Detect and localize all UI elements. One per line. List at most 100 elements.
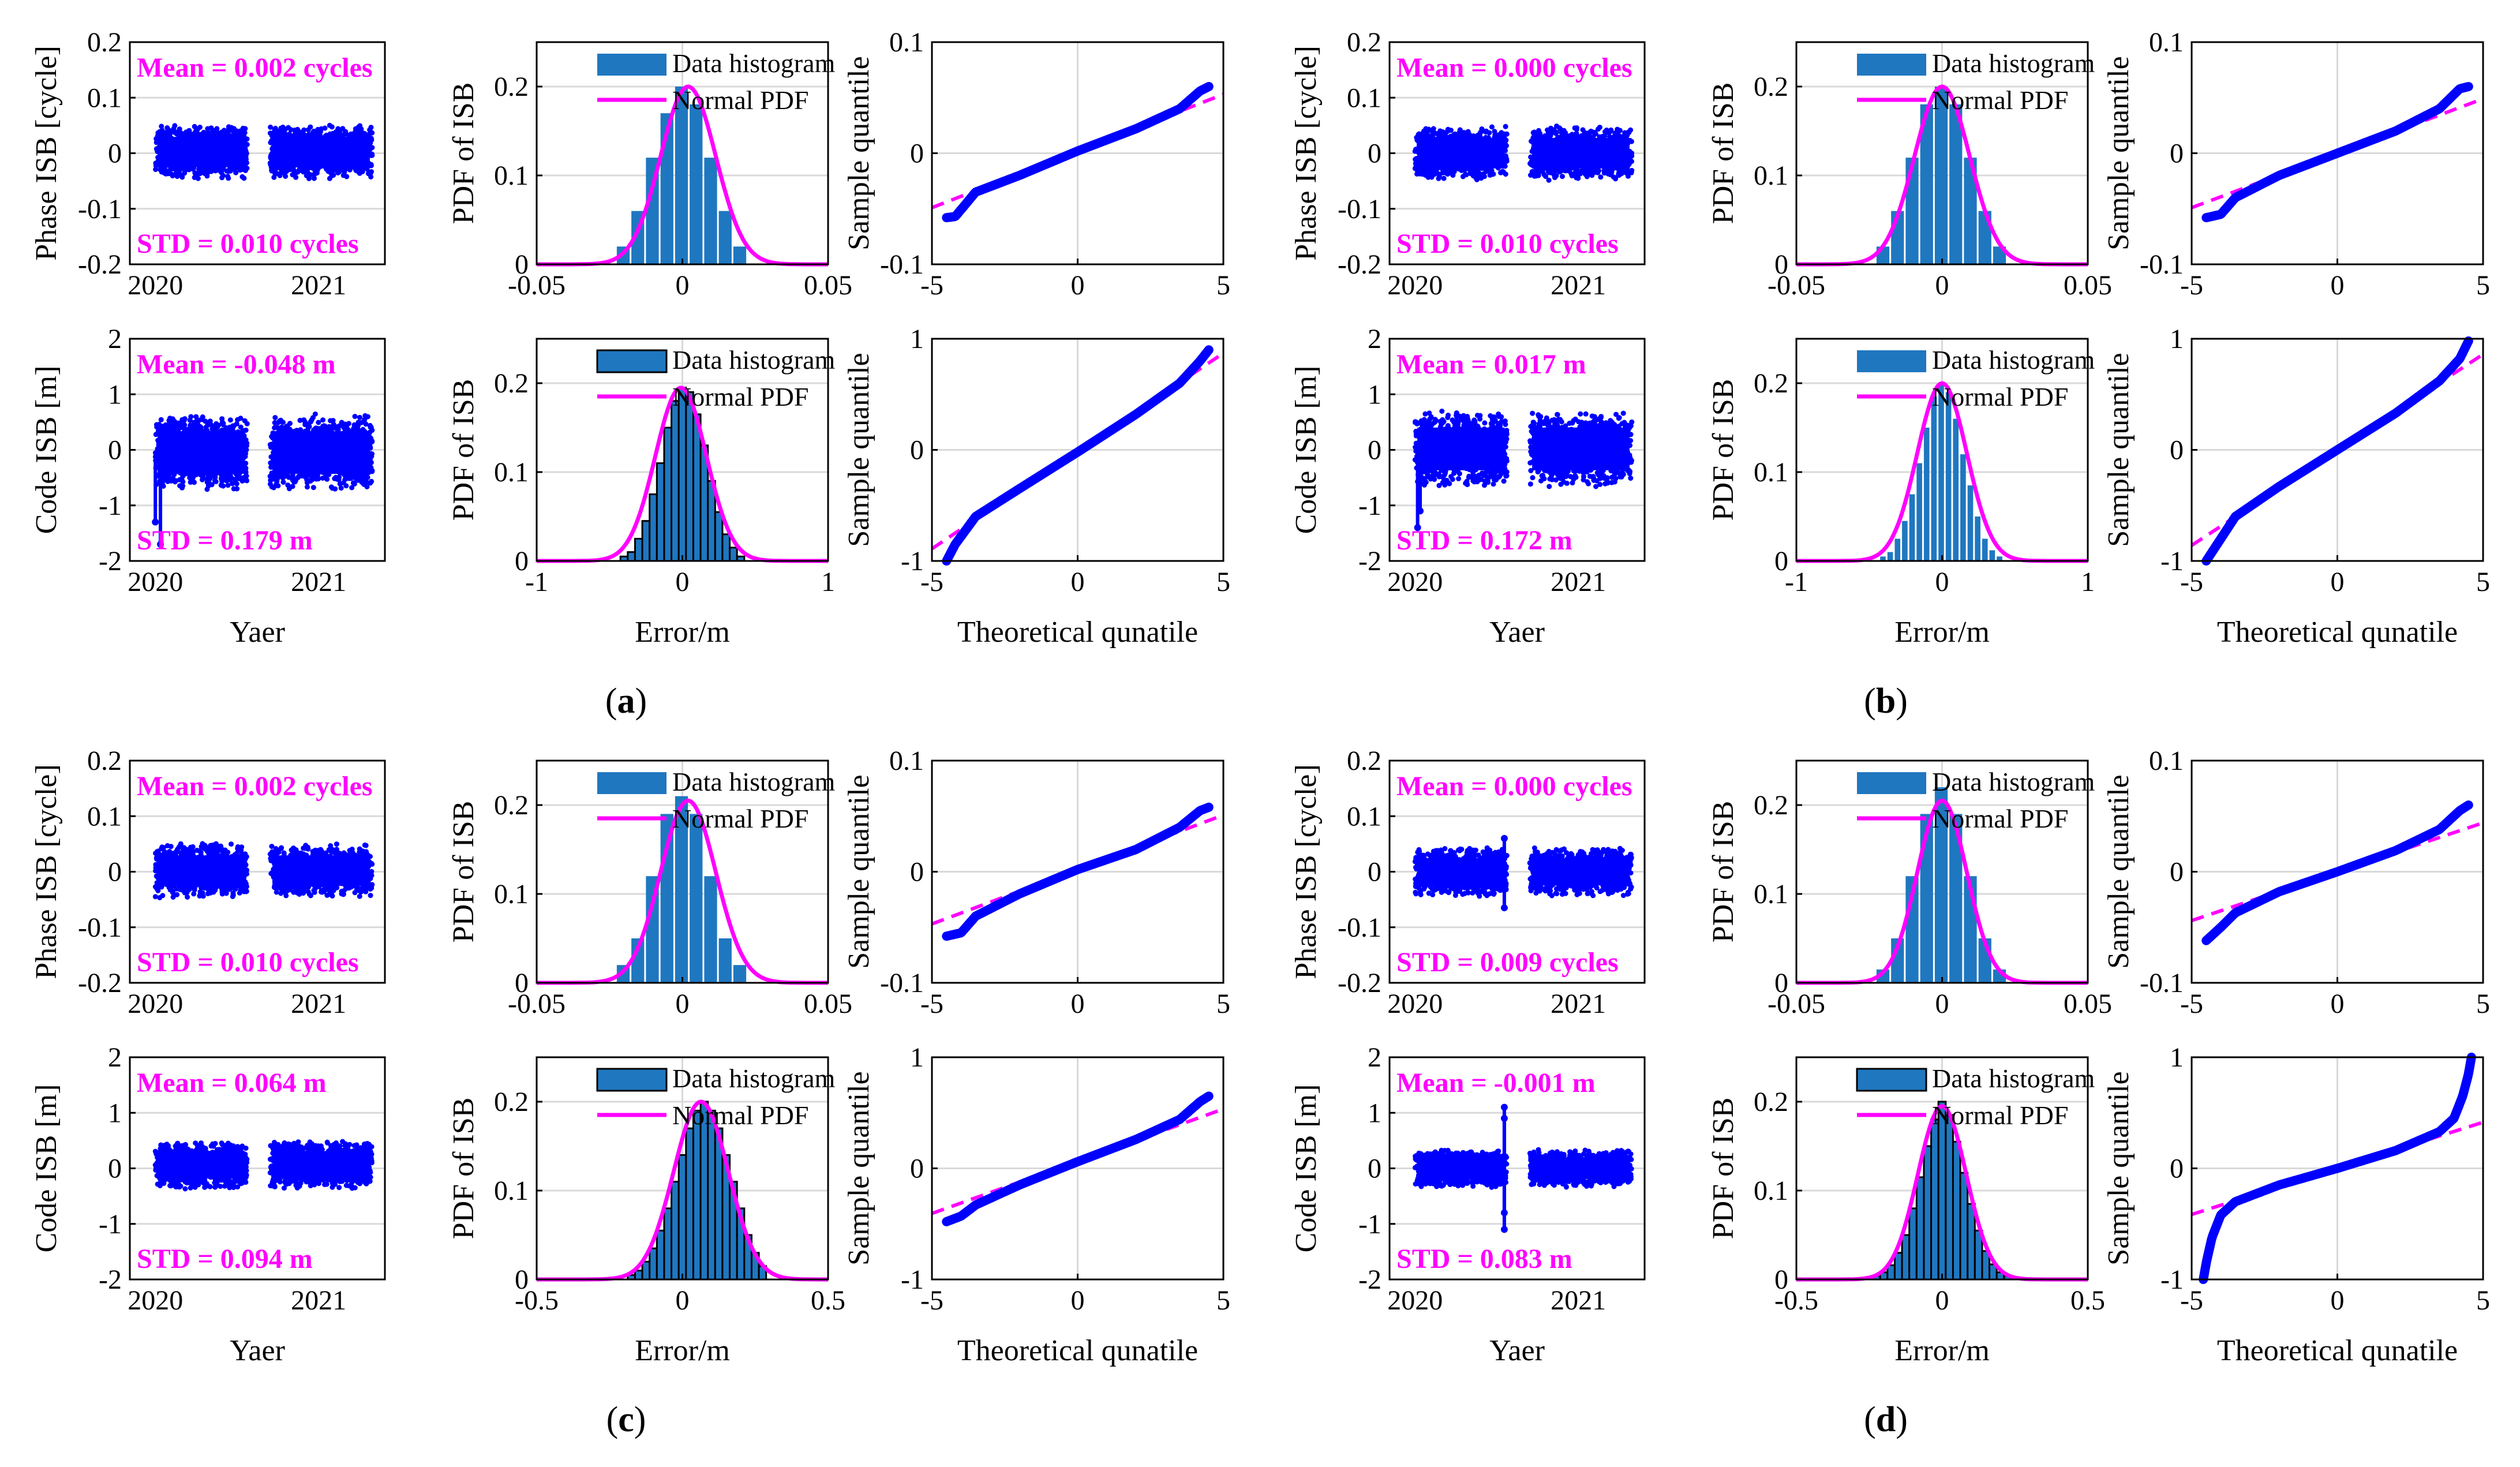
- code-histogram-xtick-label: -0.5: [1774, 1285, 1818, 1316]
- code-timeseries-ytick-label: 2: [1368, 324, 1381, 354]
- code-histogram-hist-bar: [714, 511, 724, 562]
- code-timeseries-series-core-1: [158, 1151, 245, 1179]
- code-timeseries-ylabel: Code ISB [m]: [30, 1084, 63, 1253]
- code-timeseries-year-tick-label: 2021: [1551, 1285, 1606, 1316]
- phase-timeseries-std-annotation: STD = 0.009 cycles: [1396, 947, 1619, 978]
- code-timeseries-ytick-label: 1: [1368, 379, 1381, 410]
- phase-histogram-ytick-label: 0.1: [1754, 879, 1788, 910]
- phase-histogram-ytick-label: 0: [515, 249, 529, 280]
- phase-timeseries-ytick-label: -0.1: [78, 194, 122, 224]
- code-histogram-hist-bar: [656, 462, 665, 562]
- code-qqplot-ytick-label: 0: [910, 1154, 924, 1184]
- phase-qqplot-ytick-label: -0.1: [2140, 968, 2184, 998]
- phase-qqplot-ytick-label: -0.1: [2140, 249, 2184, 280]
- phase-histogram-hist-bar: [733, 965, 747, 983]
- code-timeseries-year-tick-label: 2021: [291, 1285, 346, 1316]
- code-qqplot-ytick-label: -1: [901, 546, 924, 577]
- code-histogram-hist-bar: [627, 551, 636, 562]
- phase-qqplot-ytick-label: 0.1: [889, 27, 924, 58]
- phase-histogram-xtick-label: -0.05: [1768, 270, 1825, 301]
- phase-timeseries-year-tick-label: 2020: [128, 270, 183, 301]
- code-timeseries-ytick-label: -1: [1358, 491, 1381, 521]
- phase-timeseries-series-core-2: [272, 137, 370, 168]
- code-timeseries-ytick-label: 2: [108, 1042, 122, 1073]
- code-timeseries-ytick-label: -2: [1358, 546, 1381, 577]
- phase-qqplot-ytick-label: 0: [910, 139, 924, 169]
- code-qqplot-xtick-label: 5: [2476, 567, 2490, 597]
- phase-qqplot-xtick-label: -5: [920, 270, 943, 301]
- phase-histogram-ytick-label: 0: [515, 968, 529, 998]
- code-histogram-xtick-label: -1: [1785, 567, 1808, 597]
- code-qqplot-ylabel: Sample quantile: [843, 1071, 875, 1265]
- code-histogram-hist-bar: [1909, 494, 1915, 561]
- code-qqplot-ytick-label: -1: [2160, 546, 2184, 577]
- code-timeseries-mean-annotation: Mean = 0.064 m: [137, 1068, 327, 1098]
- phase-histogram-xtick-label: 0.05: [2064, 270, 2112, 301]
- code-histogram-legend-hist-swatch: [1857, 350, 1926, 372]
- code-histogram-hist-bar: [671, 400, 680, 562]
- phase-timeseries-ytick-label: -0.2: [78, 968, 122, 998]
- code-qqplot-ytick-label: -1: [901, 1264, 924, 1295]
- phase-histogram-hist-bar: [718, 211, 732, 264]
- code-timeseries-ytick-label: 1: [108, 1098, 122, 1128]
- phase-timeseries-ytick-label: 0.1: [1347, 83, 1381, 113]
- code-histogram-hist-bar: [1959, 1172, 1969, 1281]
- phase-histogram-legend-hist-label: Data histogram: [672, 48, 836, 78]
- code-histogram-hist-bar: [1916, 463, 1922, 561]
- code-histogram-xtick-label: 0: [1935, 1285, 1949, 1316]
- phase-timeseries-mean-annotation: Mean = 0.002 cycles: [137, 53, 373, 83]
- phase-histogram-xtick-label: 0: [676, 989, 690, 1019]
- phase-histogram-hist-bar: [1949, 104, 1963, 265]
- code-histogram-hist-bar: [641, 1260, 651, 1281]
- phase-qqplot-xtick-label: 0: [1071, 270, 1085, 301]
- code-histogram-ytick-label: 0.1: [1754, 457, 1788, 488]
- phase-histogram-legend-hist-swatch: [1857, 772, 1926, 794]
- code-histogram-legend-hist-swatch: [596, 349, 668, 373]
- code-histogram-hist-bar: [1893, 1252, 1903, 1281]
- phase-qqplot-xtick-label: 5: [1216, 270, 1230, 301]
- code-timeseries-std-annotation: STD = 0.172 m: [1396, 525, 1572, 556]
- code-histogram-ytick-label: 0.1: [1754, 1176, 1788, 1206]
- code-qqplot-xtick-label: 0: [1071, 567, 1085, 597]
- code-qqplot-ytick-label: -1: [2160, 1264, 2184, 1295]
- phase-qqplot-xtick-label: 5: [1216, 989, 1230, 1019]
- phase-histogram-hist-bar: [1934, 87, 1948, 264]
- phase-qqplot-ylabel: Sample quantile: [843, 774, 875, 968]
- code-timeseries-ytick-label: -2: [99, 546, 122, 577]
- phase-histogram-legend-hist-swatch: [597, 772, 666, 794]
- phase-histogram-hist-bar: [675, 87, 688, 264]
- code-histogram-legend-hist-swatch: [1856, 1068, 1927, 1092]
- code-histogram-hist-bar: [1908, 1207, 1918, 1281]
- code-qqplot-ytick-label: 1: [2170, 324, 2184, 354]
- code-qqplot-xlabel: Theoretical qunatile: [957, 1334, 1198, 1367]
- phase-qqplot-xtick-label: -5: [920, 989, 943, 1019]
- code-timeseries-xlabel: Yaer: [230, 1334, 285, 1367]
- code-timeseries-std-annotation: STD = 0.094 m: [137, 1244, 313, 1274]
- code-histogram-ytick-label: 0: [515, 546, 529, 577]
- phase-timeseries-std-annotation: STD = 0.010 cycles: [137, 229, 359, 259]
- code-histogram-hist-bar: [721, 533, 731, 562]
- phase-qqplot-ytick-label: 0.1: [889, 746, 924, 776]
- code-histogram-hist-bar: [692, 1109, 702, 1281]
- phase-timeseries-series-core-2: [272, 855, 370, 886]
- code-histogram-legend-pdf-label: Normal PDF: [672, 1101, 808, 1130]
- code-histogram-xlabel: Error/m: [1894, 1334, 1990, 1367]
- code-timeseries-series-core-1: [1417, 427, 1505, 470]
- code-timeseries-ytick-label: 0: [108, 1154, 122, 1184]
- code-histogram-legend-hist-label: Data histogram: [1932, 1064, 2095, 1093]
- phase-histogram-hist-bar: [646, 158, 659, 264]
- phase-histogram-hist-bar: [1949, 814, 1963, 983]
- code-timeseries-ytick-label: 0: [1368, 435, 1381, 466]
- phase-histogram-xtick-label: 0.05: [804, 989, 852, 1019]
- phase-timeseries-ytick-label: 0.1: [1347, 801, 1381, 832]
- code-histogram-hist-bar: [685, 391, 694, 562]
- code-qqplot-xtick-label: 5: [1216, 1285, 1230, 1316]
- phase-qqplot-ytick-label: 0.1: [2149, 27, 2184, 58]
- code-histogram-hist-bar: [1960, 454, 1966, 561]
- code-histogram-hist-bar: [649, 1247, 658, 1281]
- phase-histogram-xtick-label: 0.05: [804, 270, 852, 301]
- phase-timeseries-ytick-label: -0.2: [1338, 968, 1381, 998]
- code-qqplot-qq-sample-curve: [2201, 336, 2473, 566]
- code-histogram-legend-hist-label: Data histogram: [672, 345, 836, 375]
- code-timeseries-ytick-label: -1: [1358, 1209, 1381, 1240]
